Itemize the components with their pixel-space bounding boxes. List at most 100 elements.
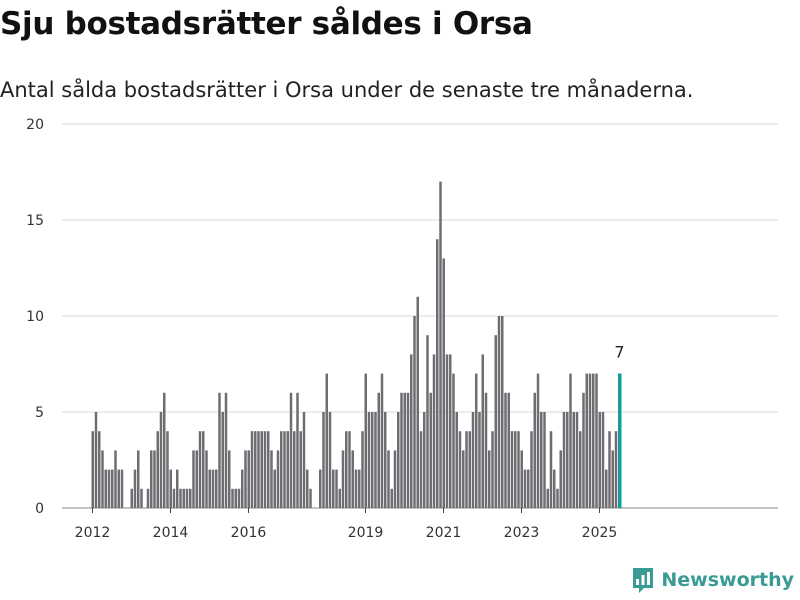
bar [507, 392, 510, 508]
bar [598, 412, 601, 508]
bar [153, 450, 156, 508]
bar [504, 392, 507, 508]
bar [198, 431, 202, 508]
x-tick-label: 2012 [75, 525, 111, 541]
bar [205, 450, 208, 508]
bar [426, 335, 429, 508]
chart-title: Sju bostadsrätter såldes i Orsa [0, 6, 533, 42]
y-tick-label: 0 [35, 501, 44, 517]
bar [169, 469, 172, 508]
bar [302, 412, 306, 508]
bar [592, 373, 595, 508]
bar [163, 392, 166, 508]
bar [595, 373, 598, 508]
bar [195, 450, 198, 508]
bar [94, 412, 98, 508]
bar [101, 450, 104, 508]
bar [361, 431, 364, 508]
bar [218, 392, 221, 508]
bar [442, 258, 445, 508]
newsworthy-logo: Newsworthy [631, 566, 794, 594]
bar [585, 373, 588, 508]
x-tick-label: 2016 [231, 525, 267, 541]
bar [605, 469, 608, 508]
bar [273, 469, 276, 508]
bar [449, 354, 452, 508]
bar [429, 392, 432, 508]
bar [566, 412, 569, 508]
bar [553, 469, 556, 508]
bar [254, 431, 257, 508]
bar [208, 469, 211, 508]
bar [390, 488, 393, 508]
bar [575, 412, 579, 508]
bar [345, 431, 348, 508]
bar [579, 431, 582, 508]
bar [247, 450, 250, 508]
bar [543, 412, 546, 508]
bar [423, 412, 426, 508]
bar [250, 431, 254, 508]
bar [114, 450, 117, 508]
bar [332, 469, 335, 508]
y-tick-label: 10 [26, 309, 44, 325]
x-tick-label: 2025 [582, 525, 618, 541]
bar [111, 469, 114, 508]
bar [491, 431, 494, 508]
bar [348, 431, 351, 508]
bar [445, 354, 449, 508]
bar [296, 392, 299, 508]
bar [475, 373, 478, 508]
bar [176, 469, 179, 508]
x-tick-label: 2023 [504, 525, 540, 541]
bar [263, 431, 267, 508]
bar [237, 488, 241, 508]
bar [179, 488, 182, 508]
x-axis: 2012 2014 2016 2019 2021 2023 2025 [75, 508, 618, 541]
y-tick-label: 5 [35, 405, 44, 421]
bar [588, 373, 592, 508]
logo-text: Newsworthy [661, 569, 794, 591]
y-tick-label: 15 [26, 213, 44, 229]
bar-highlight [618, 373, 622, 508]
bar [520, 450, 523, 508]
bar [159, 412, 163, 508]
bar [185, 488, 189, 508]
x-tick-label: 2014 [153, 525, 189, 541]
bar [458, 431, 462, 508]
bar [221, 412, 224, 508]
annotations: 7 [614, 343, 624, 362]
y-axis: 0 5 10 15 20 [26, 117, 44, 517]
bar [559, 450, 562, 508]
bar [393, 450, 397, 508]
bar [358, 469, 361, 508]
bar [614, 431, 618, 508]
bar [546, 488, 549, 508]
bar [98, 431, 101, 508]
bar [257, 431, 260, 508]
bar [384, 412, 387, 508]
bar [540, 412, 543, 508]
bar [413, 316, 416, 508]
bar [406, 392, 410, 508]
newsworthy-logo-icon [633, 568, 654, 593]
bar [455, 412, 458, 508]
bar [527, 469, 530, 508]
bar [364, 373, 367, 508]
bar [523, 469, 527, 508]
bar [608, 431, 611, 508]
bar [260, 431, 263, 508]
bar [549, 431, 553, 508]
x-tick-label: 2021 [426, 525, 462, 541]
bar [497, 316, 501, 508]
bar [569, 373, 572, 508]
bar [410, 354, 413, 508]
bar [202, 431, 205, 508]
bar [309, 488, 312, 508]
bar [494, 335, 497, 508]
bar [328, 412, 332, 508]
bar [351, 450, 354, 508]
bar [325, 373, 328, 508]
bar [436, 239, 439, 508]
bar [270, 450, 273, 508]
